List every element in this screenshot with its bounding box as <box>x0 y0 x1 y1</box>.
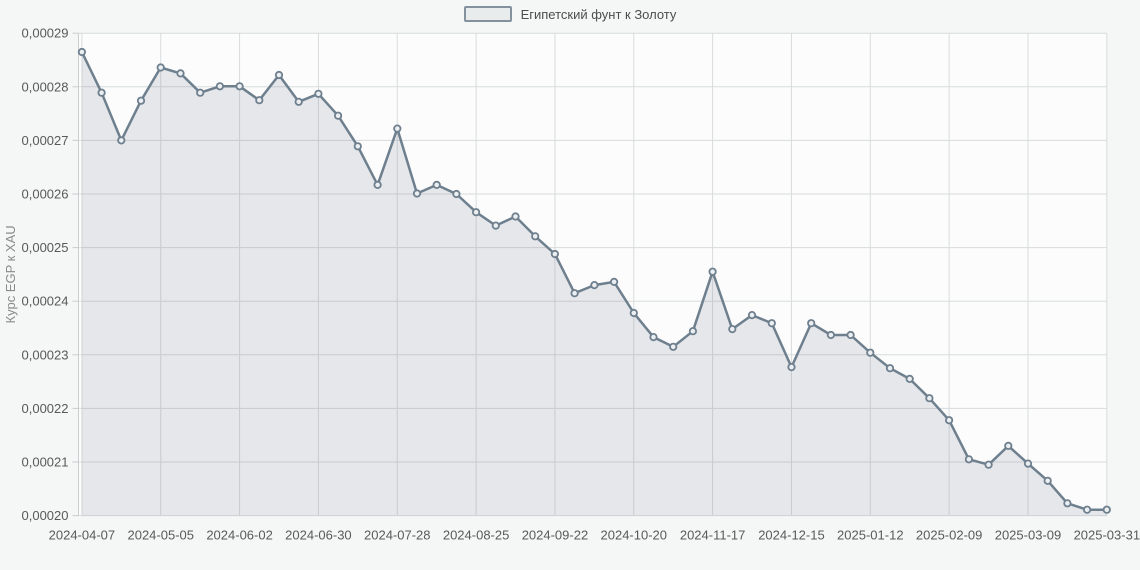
data-point[interactable] <box>629 308 638 318</box>
data-point[interactable] <box>117 136 126 145</box>
data-point[interactable] <box>471 208 481 217</box>
data-point[interactable] <box>885 364 895 373</box>
series-area-fill <box>81 52 1107 516</box>
x-tick-label: 2024-07-28 <box>364 528 431 543</box>
data-point[interactable] <box>511 212 520 221</box>
data-point[interactable] <box>669 342 678 351</box>
x-tick-label: 2024-12-15 <box>758 528 825 543</box>
data-point[interactable] <box>393 124 402 133</box>
x-tick-label: 2025-01-12 <box>837 528 904 543</box>
data-point[interactable] <box>1102 505 1111 514</box>
y-tick-label: 0,00024 <box>22 294 69 309</box>
x-tick-label: 2025-02-09 <box>916 528 983 543</box>
data-point[interactable] <box>1004 441 1013 450</box>
horizontal-gridlines <box>78 32 1107 517</box>
legend-swatch-icon <box>463 6 512 22</box>
data-point[interactable] <box>1043 476 1052 485</box>
y-tick-label: 0,00023 <box>22 347 69 362</box>
data-point[interactable] <box>688 327 698 336</box>
data-point[interactable] <box>314 89 323 98</box>
data-point[interactable] <box>1023 459 1033 468</box>
data-point[interactable] <box>373 180 382 189</box>
data-point[interactable] <box>550 249 560 259</box>
y-axis-title: Курс EGP к XAU <box>3 225 18 323</box>
data-point[interactable] <box>1083 505 1092 514</box>
data-point[interactable] <box>728 324 737 334</box>
y-tick-label: 0,00022 <box>22 401 69 416</box>
data-point[interactable] <box>432 180 441 189</box>
data-point[interactable] <box>294 97 303 106</box>
data-point[interactable] <box>156 63 165 72</box>
plot-background <box>78 33 1107 516</box>
data-point[interactable] <box>353 142 362 151</box>
data-point[interactable] <box>1063 499 1072 508</box>
x-tick-label: 2024-05-05 <box>127 528 194 543</box>
y-tick-label: 0,00020 <box>22 508 69 523</box>
data-point[interactable] <box>196 88 205 97</box>
data-point[interactable] <box>826 330 836 340</box>
legend: Египетский фунт к Золоту <box>0 6 1140 22</box>
data-point[interactable] <box>708 267 717 276</box>
x-tick-label: 2024-06-02 <box>206 528 273 543</box>
data-point[interactable] <box>609 277 619 286</box>
y-tick-label: 0,00026 <box>22 187 69 202</box>
data-point[interactable] <box>984 460 993 469</box>
x-tick-label: 2024-09-22 <box>522 528 589 543</box>
y-tick-label: 0,00029 <box>22 26 69 41</box>
data-point[interactable] <box>964 455 974 464</box>
x-tick-label: 2024-08-25 <box>443 528 510 543</box>
x-tick-label: 2025-03-31 <box>1074 528 1140 543</box>
data-point[interactable] <box>747 310 757 320</box>
data-point[interactable] <box>176 69 185 78</box>
data-point[interactable] <box>255 96 264 105</box>
data-point[interactable] <box>452 189 461 199</box>
data-point[interactable] <box>905 374 914 383</box>
data-point[interactable] <box>531 232 540 241</box>
data-point[interactable] <box>944 416 954 425</box>
data-point[interactable] <box>97 88 106 97</box>
data-point-markers <box>77 47 1111 514</box>
data-point[interactable] <box>570 289 579 298</box>
legend-label: Египетский фунт к Золоту <box>520 6 677 22</box>
y-tick-label: 0,00027 <box>22 133 69 148</box>
x-tick-label: 2025-03-09 <box>995 528 1062 543</box>
data-point[interactable] <box>767 319 776 328</box>
x-tick-label: 2024-04-07 <box>49 528 116 543</box>
data-point[interactable] <box>274 70 284 80</box>
y-tick-label: 0,00021 <box>22 455 69 470</box>
y-tick-label: 0,00028 <box>22 79 69 94</box>
data-point[interactable] <box>846 330 855 340</box>
data-point[interactable] <box>649 332 658 342</box>
x-tick-label: 2024-06-30 <box>285 528 352 543</box>
data-point[interactable] <box>77 47 87 57</box>
x-tick-label: 2024-10-20 <box>601 528 668 543</box>
data-point[interactable] <box>491 221 500 230</box>
legend-item[interactable]: Египетский фунт к Золоту <box>463 6 677 22</box>
data-point[interactable] <box>807 319 816 328</box>
vertical-gridlines <box>81 33 1108 516</box>
data-point[interactable] <box>235 82 244 91</box>
data-point[interactable] <box>412 189 422 198</box>
x-tick-label: 2024-11-17 <box>680 528 746 543</box>
data-point[interactable] <box>925 394 934 403</box>
data-point[interactable] <box>590 280 599 290</box>
data-point[interactable] <box>333 111 343 120</box>
data-point[interactable] <box>215 82 224 91</box>
data-point[interactable] <box>787 362 796 372</box>
data-point[interactable] <box>866 348 875 357</box>
y-tick-label: 0,00025 <box>22 240 69 255</box>
y-axis-ticks <box>72 32 79 517</box>
x-axis-labels: 2024-04-07 2024-05-05 2024-06-02 2024-06-30… <box>49 528 1140 543</box>
y-axis-labels: 0,00020 0,00021 0,00022 0,00023 0,00024 0,000… <box>22 26 69 523</box>
data-point[interactable] <box>136 96 146 105</box>
